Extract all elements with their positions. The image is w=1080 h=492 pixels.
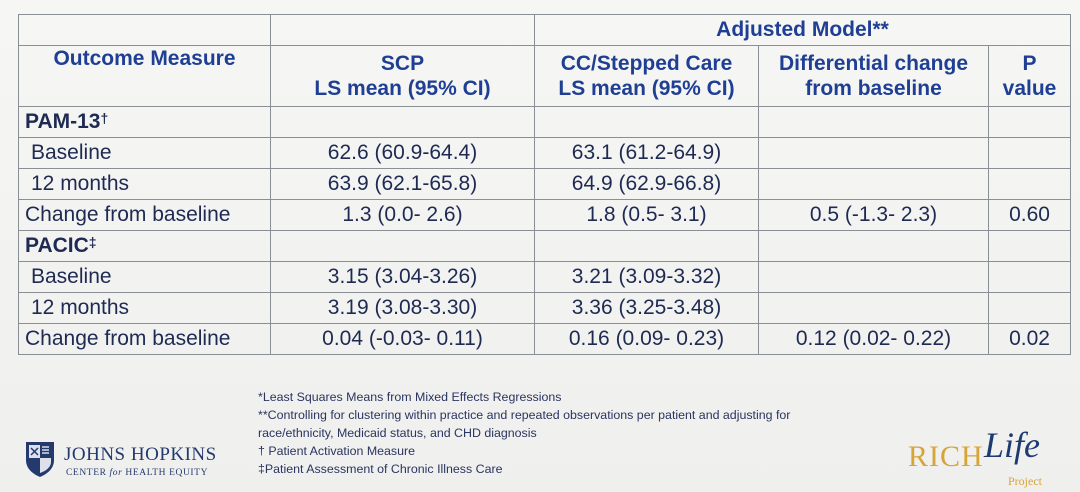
- footnote-pam: † Patient Activation Measure: [258, 444, 416, 458]
- footnote-ls-means: *Least Squares Means from Mixed Effects …: [258, 390, 562, 404]
- group-header-row: Adjusted Model**: [18, 14, 1072, 46]
- p-value: [987, 261, 1072, 293]
- scp-value: 63.9 (62.1-65.8): [270, 168, 535, 200]
- footnotes: *Least Squares Means from Mixed Effects …: [258, 388, 898, 478]
- empty-cell: [987, 106, 1072, 138]
- empty-cell: [758, 230, 989, 262]
- empty-cell: [270, 106, 535, 138]
- row-label: Change from baseline: [18, 199, 271, 231]
- footnote-adjustment-cont: race/ethnicity, Medicaid status, and CHD…: [258, 426, 537, 440]
- cc-value: 3.36 (3.25-3.48): [534, 292, 759, 324]
- cc-value: 3.21 (3.09-3.32): [534, 261, 759, 293]
- section-title-pam: PAM-13†: [18, 106, 271, 138]
- blank-header-cell: [18, 14, 271, 46]
- diff-value: [758, 292, 989, 324]
- column-header-row: Outcome Measure SCP LS mean (95% CI) CC/…: [18, 45, 1072, 107]
- cc-header-line1: CC/Stepped Care: [560, 52, 733, 75]
- row-label: 12 months: [18, 292, 271, 324]
- diff-value: [758, 168, 989, 200]
- diff-value: [758, 137, 989, 169]
- p-value: 0.02: [987, 323, 1072, 355]
- diff-header: Differential change from baseline: [758, 45, 989, 107]
- empty-cell: [987, 230, 1072, 262]
- row-label: Baseline: [18, 137, 271, 169]
- johns-hopkins-logo: JOHNS HOPKINS CENTER for HEALTH EQUITY: [24, 438, 224, 482]
- life-logo-text: Life: [984, 425, 1041, 465]
- outcome-measure-header: Outcome Measure: [18, 45, 271, 107]
- footnote-pacic: ‡Patient Assessment of Chronic Illness C…: [258, 462, 503, 476]
- center-health-equity: CENTER for HEALTH EQUITY: [66, 468, 209, 478]
- section-row-pam: PAM-13†: [18, 106, 1072, 138]
- scp-value: 3.15 (3.04-3.26): [270, 261, 535, 293]
- diff-value: 0.12 (0.02- 0.22): [758, 323, 989, 355]
- p-value: [987, 168, 1072, 200]
- scp-value: 62.6 (60.9-64.4): [270, 137, 535, 169]
- table-row: Baseline 62.6 (60.9-64.4) 63.1 (61.2-64.…: [18, 137, 1072, 169]
- shield-icon: [26, 442, 54, 477]
- adjusted-model-header: Adjusted Model**: [533, 14, 1072, 46]
- cc-header-line2: LS mean (95% CI): [558, 77, 735, 100]
- cc-value: 64.9 (62.9-66.8): [534, 168, 759, 200]
- diff-value: 0.5 (-1.3- 2.3): [758, 199, 989, 231]
- section-row-pacic: PACIC‡: [18, 230, 1072, 262]
- section-title-pacic: PACIC‡: [18, 230, 271, 262]
- empty-cell: [534, 106, 759, 138]
- cc-value: 1.8 (0.5- 3.1): [534, 199, 759, 231]
- table-row: 12 months 3.19 (3.08-3.30) 3.36 (3.25-3.…: [18, 292, 1072, 324]
- p-value-header: P value: [987, 45, 1072, 107]
- empty-cell: [758, 106, 989, 138]
- johns-hopkins-name: JOHNS HOPKINS: [64, 444, 217, 465]
- table-row: Change from baseline 0.04 (-0.03- 0.11) …: [18, 323, 1072, 355]
- table-row: 12 months 63.9 (62.1-65.8) 64.9 (62.9-66…: [18, 168, 1072, 200]
- scp-value: 1.3 (0.0- 2.6): [270, 199, 535, 231]
- scp-header: SCP LS mean (95% CI): [270, 45, 535, 107]
- table-row: Change from baseline 1.3 (0.0- 2.6) 1.8 …: [18, 199, 1072, 231]
- row-label: 12 months: [18, 168, 271, 200]
- rich-life-logo: RICH Life Project: [902, 424, 1062, 490]
- diff-header-line1: Differential change: [778, 52, 969, 75]
- rich-logo-text: RICH: [908, 440, 984, 473]
- empty-cell: [270, 230, 535, 262]
- scp-header-line1: SCP: [380, 52, 425, 75]
- row-label: Baseline: [18, 261, 271, 293]
- scp-value: 3.19 (3.08-3.30): [270, 292, 535, 324]
- p-header-line1: P: [1022, 52, 1037, 75]
- cc-value: 63.1 (61.2-64.9): [534, 137, 759, 169]
- cc-header: CC/Stepped Care LS mean (95% CI): [534, 45, 759, 107]
- diff-header-line2: from baseline: [805, 77, 942, 100]
- scp-header-line2: LS mean (95% CI): [314, 77, 491, 100]
- results-table: Adjusted Model** Outcome Measure SCP LS …: [18, 14, 1072, 355]
- p-value: 0.60: [987, 199, 1072, 231]
- diff-value: [758, 261, 989, 293]
- p-value: [987, 292, 1072, 324]
- dagger-mark: †: [100, 110, 109, 126]
- empty-cell: [534, 230, 759, 262]
- row-label: Change from baseline: [18, 323, 271, 355]
- cc-value: 0.16 (0.09- 0.23): [534, 323, 759, 355]
- scp-value: 0.04 (-0.03- 0.11): [270, 323, 535, 355]
- project-logo-text: Project: [1008, 474, 1042, 488]
- table-row: Baseline 3.15 (3.04-3.26) 3.21 (3.09-3.3…: [18, 261, 1072, 293]
- p-header-line2: value: [1002, 77, 1057, 100]
- blank-header-cell: [270, 14, 535, 46]
- double-dagger-mark: ‡: [88, 234, 97, 250]
- footnote-adjustment: **Controlling for clustering within prac…: [258, 408, 791, 422]
- p-value: [987, 137, 1072, 169]
